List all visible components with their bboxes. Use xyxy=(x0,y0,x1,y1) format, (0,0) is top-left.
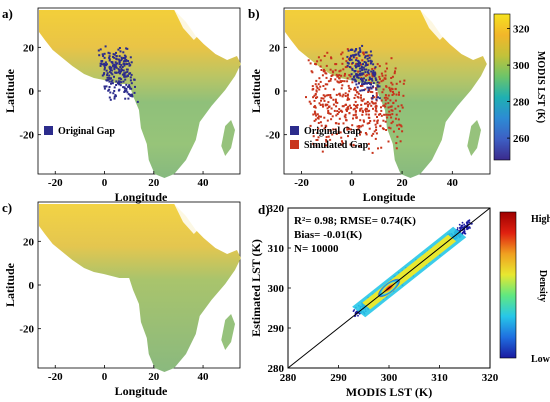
density-colorbar-label: Density xyxy=(537,270,548,302)
y-axis-label: Estimated LST (K) xyxy=(249,239,263,337)
panel-label: a) xyxy=(2,6,13,21)
panel-d: 280 290 300 310 320 280 290 300 310 320 MODIS LST … xyxy=(249,202,499,399)
x-tick-label: 0 xyxy=(102,177,108,189)
scatter-axes: 280 290 300 310 320 280 290 300 310 320 MODIS LST … xyxy=(249,202,499,399)
y-tick-label: 320 xyxy=(268,203,285,215)
scatter-point xyxy=(469,227,471,229)
x-tick-label: 20 xyxy=(397,177,409,189)
lst-colorbar-bar xyxy=(493,13,511,161)
y-axis-label: Latitude xyxy=(249,68,263,113)
scatter-point xyxy=(461,221,464,224)
colorbar-tick-label: 280 xyxy=(513,97,530,109)
gap-areas-b xyxy=(305,44,406,154)
panel-label: d) xyxy=(258,202,270,217)
y-tick-label: -20 xyxy=(265,130,280,142)
y-axis-label: Latitude xyxy=(3,262,17,307)
x-axis-label: MODIS LST (K) xyxy=(346,385,432,399)
x-tick-label: 0 xyxy=(102,371,108,383)
lst-colorbar: 320 300 280 260 xyxy=(493,13,530,161)
stat-line: R²= 0.98; RMSE= 0.74(K) xyxy=(294,215,416,227)
x-tick-label: 40 xyxy=(198,177,210,189)
scatter-point xyxy=(355,310,358,313)
stat-line: N= 10000 xyxy=(294,243,339,255)
y-tick-label: 280 xyxy=(268,363,285,375)
legend-label: Original Gap xyxy=(58,126,115,137)
panel-label: b) xyxy=(248,6,260,21)
x-tick-label: 310 xyxy=(431,372,448,384)
lst-colorbar-ticks: 320 300 280 260 xyxy=(507,24,530,145)
panel-b: Original Gap Simulated Gap xyxy=(283,7,491,178)
x-tick-label: -20 xyxy=(294,177,309,189)
x-axis-label: Longitude xyxy=(115,190,168,204)
y-tick-label: -20 xyxy=(19,130,34,142)
colorbar-tick-label: 300 xyxy=(513,60,530,72)
scatter-point xyxy=(463,223,466,226)
y-tick-label: 290 xyxy=(268,323,285,335)
x-axis-label: Longitude xyxy=(115,384,168,398)
scatter-point xyxy=(459,226,461,229)
density-colorbar-bar xyxy=(499,211,517,359)
x-axis-label: Longitude xyxy=(363,190,416,204)
one-to-one-line xyxy=(287,207,491,369)
x-tick-label: 300 xyxy=(381,372,398,384)
legend-b: Original Gap Simulated Gap xyxy=(290,126,369,151)
x-tick-label: -20 xyxy=(48,371,63,383)
y-tick-label: 20 xyxy=(23,236,35,248)
x-tick-label: 290 xyxy=(330,372,347,384)
scatter-point xyxy=(461,224,464,227)
y-tick-label: 0 xyxy=(29,86,35,98)
scatter-point xyxy=(458,223,461,226)
x-tick-label: 40 xyxy=(198,371,210,383)
colorbar-tick-label: 320 xyxy=(513,24,530,36)
scatter-point xyxy=(468,221,471,224)
original-gap-area xyxy=(97,45,139,103)
legend-swatch xyxy=(44,126,53,135)
y-tick-label: 20 xyxy=(269,42,281,54)
colorbar-tick-label: 260 xyxy=(513,133,530,145)
panel-label: c) xyxy=(2,200,12,215)
density-high-label: High xyxy=(531,214,550,225)
scatter-point xyxy=(466,228,468,231)
colorbar-label: MODIS LST (K) xyxy=(535,51,546,123)
y-tick-label: 310 xyxy=(268,243,285,255)
y-tick-label: 300 xyxy=(268,283,285,295)
density-low-label: Low xyxy=(531,354,550,365)
scatter-point xyxy=(468,219,471,222)
x-tick-label: 20 xyxy=(148,177,160,189)
panel-a: Original Gap xyxy=(37,7,241,178)
x-tick-label: -20 xyxy=(48,177,63,189)
scatter-point xyxy=(463,225,466,228)
x-tick-label: 20 xyxy=(148,371,160,383)
y-axis-label: Latitude xyxy=(3,68,17,113)
legend-swatch xyxy=(290,126,299,135)
scatter-point xyxy=(357,314,359,317)
scatter-point xyxy=(464,232,466,235)
scatter-point xyxy=(456,227,459,229)
stats-annotation: R²= 0.98; RMSE= 0.74(K) Bias= -0.01(K) N= … xyxy=(294,215,416,255)
legend-a: Original Gap xyxy=(44,126,115,137)
stat-line: Bias= -0.01(K) xyxy=(294,229,362,241)
y-tick-label: 0 xyxy=(29,280,35,292)
density-colorbar xyxy=(499,211,517,359)
scatter-point xyxy=(462,230,465,233)
legend-swatch xyxy=(290,140,299,149)
figure-texts: -20 0 20 40 20 0 -20 Longitude Latitude a) -20 0 20 4… xyxy=(2,6,550,398)
x-tick-label: 0 xyxy=(349,177,355,189)
legend-label: Simulated Gap xyxy=(304,140,369,151)
y-tick-label: -20 xyxy=(19,324,34,336)
y-tick-label: 0 xyxy=(275,86,281,98)
panel-c xyxy=(37,201,241,372)
x-tick-label: 320 xyxy=(482,372,499,384)
scatter-point xyxy=(461,226,463,229)
y-tick-label: 20 xyxy=(23,42,35,54)
x-tick-label: 280 xyxy=(280,372,297,384)
x-tick-label: 40 xyxy=(447,177,459,189)
scatter-point xyxy=(352,310,355,312)
legend-label: Original Gap xyxy=(304,126,361,137)
